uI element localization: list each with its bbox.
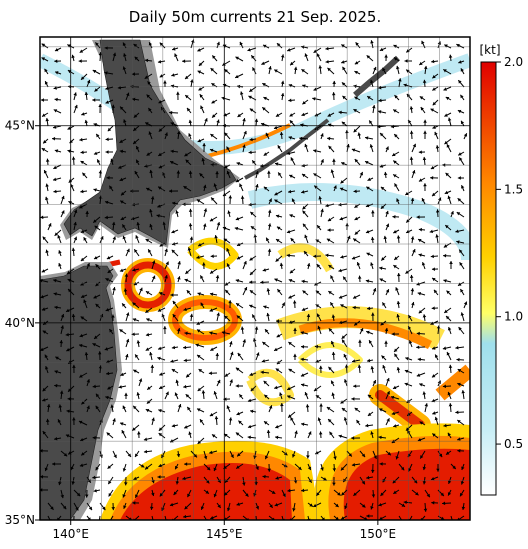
colorbar-axis: 0.5 1.0 1.5 2.0: [496, 55, 523, 451]
colorbar-tick-label: 1.5: [504, 182, 523, 196]
y-tick-label: 40°N: [5, 316, 35, 330]
colorbar-tick-label: 1.0: [504, 310, 523, 324]
x-tick-label: 140°E: [52, 527, 89, 541]
arrow-head: [255, 520, 259, 523]
title: Daily 50m currents 21 Sep. 2025.: [129, 8, 382, 26]
arrow-head: [98, 521, 102, 524]
arrow-head: [451, 520, 454, 523]
colorbar-unit: [kt]: [479, 43, 500, 57]
colorbar-tick-label: 2.0: [504, 55, 523, 69]
y-tick-label: 35°N: [5, 513, 35, 527]
colorbar: [481, 62, 496, 495]
x-tick-label: 145°E: [206, 527, 243, 541]
colorbar-tick-label: 0.5: [504, 437, 523, 451]
x-tick-label: 150°E: [360, 527, 397, 541]
map-area: [39, 37, 470, 524]
y-tick-label: 45°N: [5, 119, 35, 133]
